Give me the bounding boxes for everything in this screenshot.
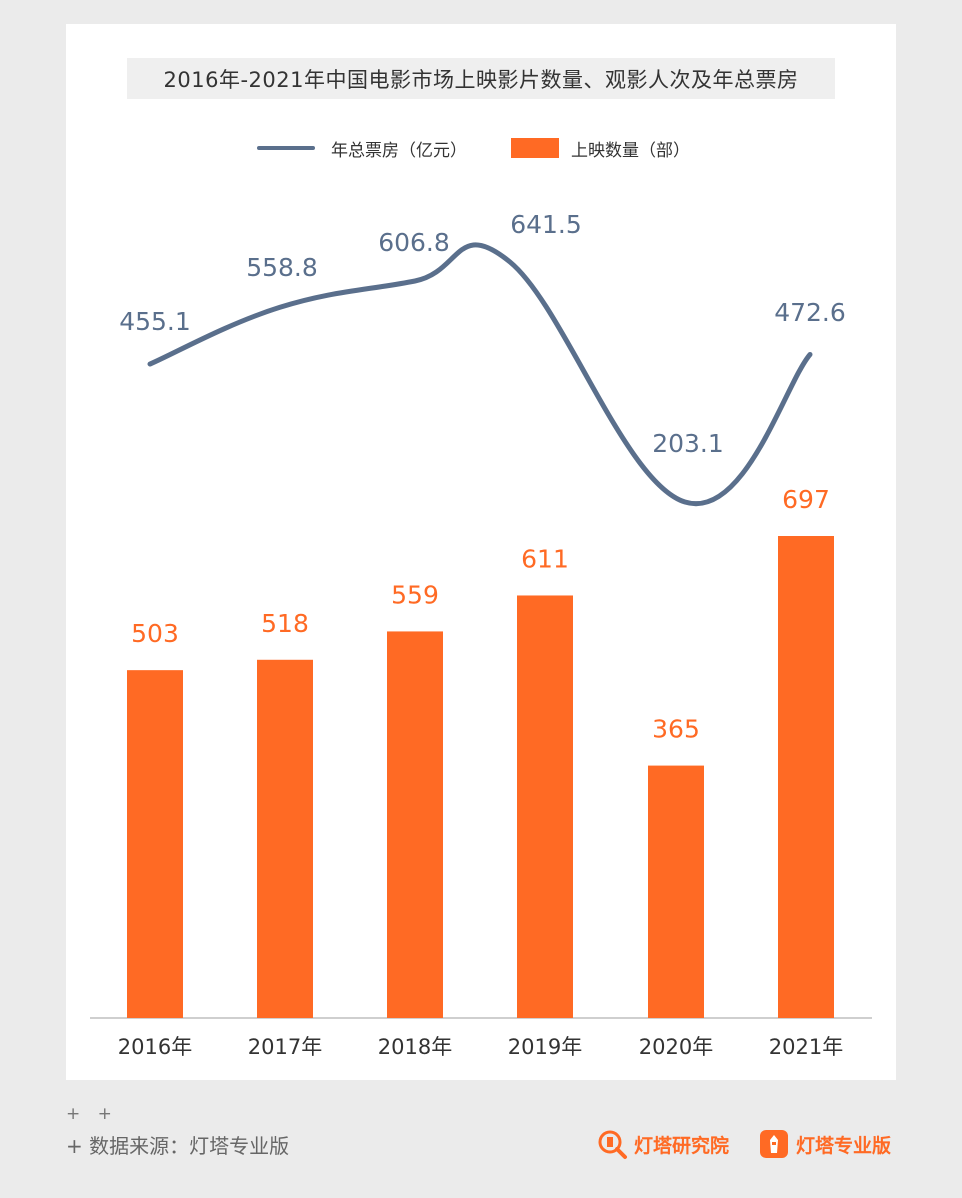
bar-0 [127, 670, 183, 1018]
brand-research-label: 灯塔研究院 [634, 1134, 730, 1157]
legend-item-bar: 上映数量（部） [511, 134, 690, 162]
line-label-1: 558.8 [246, 253, 318, 282]
bar-4 [648, 765, 704, 1018]
chart-card [66, 24, 896, 1080]
x-tick-label-4: 2020年 [639, 1035, 713, 1059]
chart-title: 2016年-2021年中国电影市场上映影片数量、观影人次及年总票房 [127, 58, 835, 99]
legend-bar-label: 上映数量（部） [571, 140, 690, 161]
brand-research: 灯塔研究院 [596, 1128, 729, 1160]
line-label-2: 606.8 [378, 228, 450, 257]
legend-line-label: 年总票房（亿元） [331, 140, 467, 161]
line-series-box-office [147, 242, 813, 507]
line-label-5: 472.6 [774, 298, 846, 327]
legend: 年总票房（亿元） 上映数量（部） [0, 134, 962, 162]
magnifier-lighthouse-icon [598, 1130, 627, 1159]
bar-label-1: 518 [261, 609, 309, 638]
line-label-0: 455.1 [119, 307, 191, 336]
x-tick-label-2: 2018年 [378, 1035, 452, 1059]
x-tick-label-5: 2021年 [769, 1035, 843, 1059]
bar-label-5: 697 [782, 485, 830, 514]
brand-pro: 灯塔专业版 [758, 1128, 891, 1160]
legend-item-line: 年总票房（亿元） [257, 134, 467, 162]
x-tick-label-3: 2019年 [508, 1035, 582, 1059]
bar-3 [517, 595, 573, 1018]
bar-2 [387, 631, 443, 1018]
lighthouse-icon [760, 1130, 788, 1158]
bar-label-0: 503 [131, 619, 179, 648]
bar-1 [257, 659, 313, 1018]
bar-label-2: 559 [391, 580, 439, 609]
legend-line-swatch [257, 146, 315, 150]
legend-bar-swatch [511, 138, 559, 158]
x-tick-label-1: 2017年 [248, 1035, 322, 1059]
bar-label-4: 365 [652, 715, 700, 744]
line-label-4: 203.1 [652, 429, 724, 458]
bar-5 [778, 536, 834, 1018]
x-tick-label-0: 2016年 [118, 1035, 192, 1059]
bar-label-3: 611 [521, 544, 569, 573]
data-source: + 数据来源：灯塔专业版 [66, 1134, 290, 1158]
brand-pro-label: 灯塔专业版 [796, 1134, 892, 1157]
footer-plus-marks: + + [66, 1104, 118, 1124]
line-label-3: 641.5 [510, 210, 582, 239]
